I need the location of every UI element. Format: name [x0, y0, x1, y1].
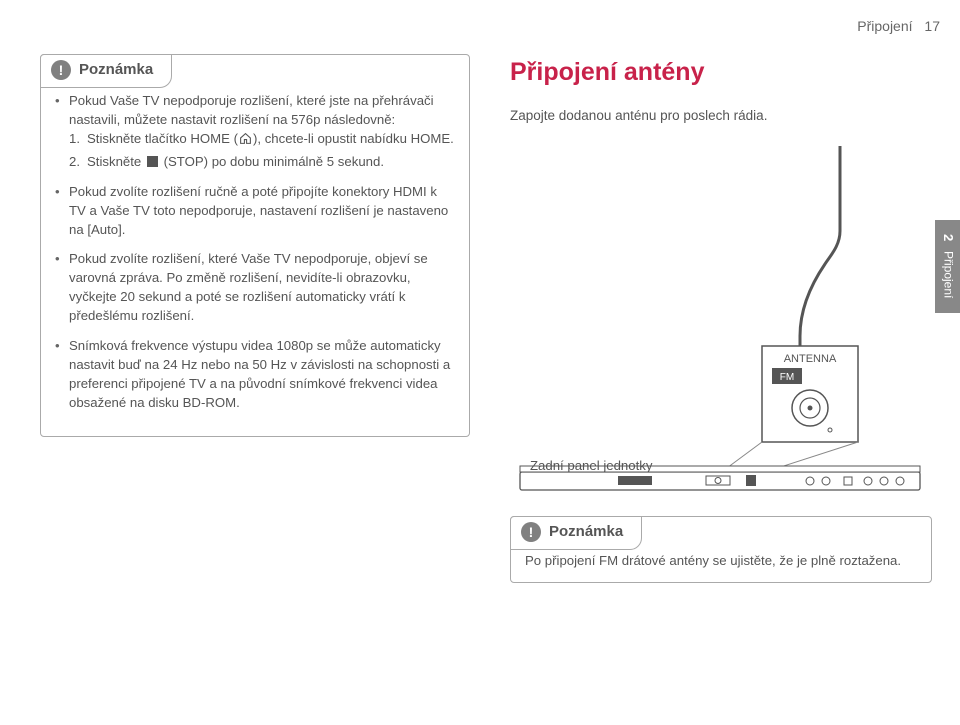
side-chapter-number: 2: [938, 234, 957, 241]
bullet-text: Snímková frekvence výstupu videa 1080p s…: [69, 338, 450, 410]
home-icon: [238, 131, 253, 146]
right-note-box: ! Poznámka Po připojení FM drátové antén…: [510, 516, 932, 583]
left-note-box: ! Poznámka Pokud Vaše TV nepodporuje roz…: [40, 54, 470, 437]
antenna-figure: ANTENNA FM: [510, 136, 930, 496]
numbered-steps: 1. Stiskněte tlačítko HOME ( ), chcete-li…: [69, 129, 455, 171]
right-heading: Připojení antény: [510, 54, 932, 90]
step-text-pre: Stiskněte: [87, 154, 145, 169]
note-exclamation-icon: !: [51, 60, 71, 80]
note-title: Poznámka: [79, 59, 153, 81]
left-column: ! Poznámka Pokud Vaše TV nepodporuje roz…: [40, 54, 470, 583]
step-number: 1.: [69, 129, 80, 148]
header-section: Připojení: [857, 18, 912, 34]
right-subtitle: Zapojte dodanou anténu pro poslech rádia…: [510, 106, 932, 126]
step-text-post: ), chcete-li opustit nabídku HOME.: [253, 131, 454, 146]
header-page-number: 17: [924, 18, 940, 34]
left-bullet-list: Pokud Vaše TV nepodporuje rozlišení, kte…: [55, 91, 455, 412]
list-item: Pokud zvolíte rozlišení, které Vaše TV n…: [55, 249, 455, 326]
right-column: Připojení antény Zapojte dodanou anténu …: [510, 54, 932, 583]
list-item: Pokud Vaše TV nepodporuje rozlišení, kte…: [55, 91, 455, 172]
list-item: 1. Stiskněte tlačítko HOME ( ), chcete-li…: [69, 129, 455, 148]
side-chapter-label: Připojení: [939, 251, 956, 298]
page-header: Připojení 17: [857, 16, 940, 36]
note-title: Poznámka: [549, 521, 623, 543]
step-text-post: (STOP) po dobu minimálně 5 sekund.: [160, 154, 384, 169]
note-exclamation-icon: !: [521, 522, 541, 542]
step-number: 2.: [69, 152, 80, 171]
note-header-tab: ! Poznámka: [510, 516, 642, 550]
note-header-tab: ! Poznámka: [40, 54, 172, 88]
note-body-text: Po připojení FM drátové antény se ujistě…: [525, 551, 917, 570]
step-text-pre: Stiskněte tlačítko HOME (: [87, 131, 238, 146]
side-chapter-tab: 2 Připojení: [935, 220, 960, 313]
svg-text:ANTENNA: ANTENNA: [784, 353, 837, 365]
bullet-text: Pokud zvolíte rozlišení ručně a poté při…: [69, 184, 448, 237]
list-item: Snímková frekvence výstupu videa 1080p s…: [55, 336, 455, 413]
bullet-text: Pokud Vaše TV nepodporuje rozlišení, kte…: [69, 93, 434, 127]
list-item: 2. Stiskněte (STOP) po dobu minimálně 5 …: [69, 152, 455, 171]
stop-icon: [147, 156, 158, 167]
list-item: Pokud zvolíte rozlišení ručně a poté při…: [55, 182, 455, 239]
bullet-text: Pokud zvolíte rozlišení, které Vaše TV n…: [69, 251, 428, 323]
rear-panel-caption: Zadní panel jednotky: [530, 456, 652, 475]
svg-text:FM: FM: [780, 372, 794, 383]
